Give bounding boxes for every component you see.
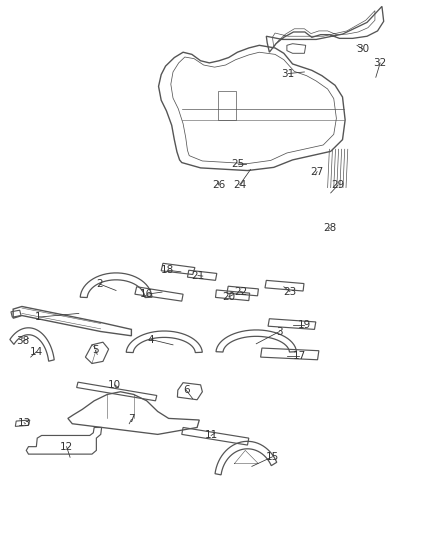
Text: 26: 26 — [212, 180, 225, 190]
Text: 20: 20 — [222, 292, 235, 302]
Text: 31: 31 — [282, 69, 295, 78]
Text: 7: 7 — [128, 415, 135, 424]
Text: 24: 24 — [233, 180, 246, 190]
Text: 2: 2 — [96, 279, 103, 289]
Text: 4: 4 — [148, 335, 155, 344]
Text: 1: 1 — [35, 312, 42, 322]
Text: 6: 6 — [183, 385, 190, 395]
Text: 5: 5 — [92, 345, 99, 355]
Text: 27: 27 — [311, 167, 324, 176]
Text: 21: 21 — [191, 271, 205, 280]
Text: 29: 29 — [332, 180, 345, 190]
Text: 18: 18 — [161, 265, 174, 275]
Text: 19: 19 — [297, 320, 311, 330]
Text: 16: 16 — [140, 289, 153, 299]
Text: 28: 28 — [323, 223, 336, 232]
Text: 13: 13 — [18, 418, 31, 427]
Text: 25: 25 — [232, 159, 245, 169]
Text: 11: 11 — [205, 431, 218, 440]
Text: 17: 17 — [293, 351, 306, 360]
Text: 14: 14 — [30, 347, 43, 357]
Text: 38: 38 — [16, 336, 29, 346]
Text: 3: 3 — [276, 327, 283, 336]
Text: 12: 12 — [60, 442, 73, 451]
Text: 30: 30 — [356, 44, 369, 54]
Text: 10: 10 — [108, 380, 121, 390]
Text: 22: 22 — [234, 287, 247, 296]
Text: 15: 15 — [266, 452, 279, 462]
Text: 23: 23 — [283, 287, 297, 296]
Text: 32: 32 — [374, 58, 387, 68]
